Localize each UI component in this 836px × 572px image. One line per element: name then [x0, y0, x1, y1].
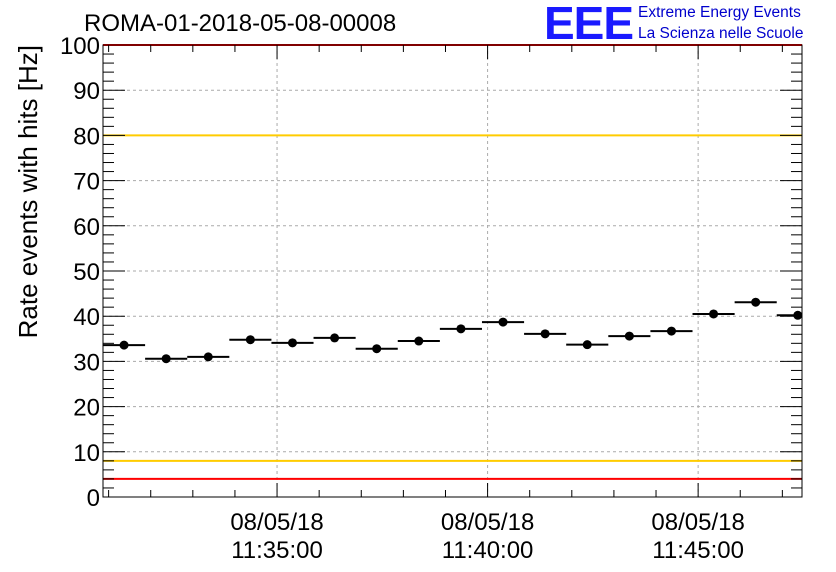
tick-labels: 010203040506070809010008/05/1811:35:0008…	[60, 33, 745, 564]
y-axis-label: Rate events with hits [Hz]	[13, 45, 43, 338]
data-point	[456, 324, 466, 334]
y-tick-label: 90	[73, 78, 100, 105]
data-point	[793, 310, 803, 320]
data-point	[287, 338, 297, 348]
data-point	[751, 297, 761, 307]
logo-line-2: La Scienza nelle Scuole	[638, 25, 804, 42]
data-point	[709, 309, 719, 319]
axis-ticks	[103, 44, 802, 498]
y-tick-label: 0	[87, 485, 100, 512]
x-tick-date-label: 08/05/18	[230, 509, 323, 536]
x-tick-time-label: 11:40:00	[442, 537, 534, 564]
reference-lines	[103, 44, 802, 480]
x-tick-time-label: 11:45:00	[652, 537, 744, 564]
data-point	[245, 335, 255, 345]
y-tick-label: 40	[73, 304, 100, 331]
data-series	[103, 297, 803, 364]
y-tick-label: 20	[73, 395, 100, 422]
data-point	[414, 336, 424, 346]
y-tick-label: 70	[73, 169, 100, 196]
data-point	[624, 331, 634, 341]
y-tick-label: 80	[73, 123, 100, 150]
eee-logo: EEE Extreme Energy Events La Scienza nel…	[544, 0, 834, 49]
x-tick-date-label: 08/05/18	[441, 509, 534, 536]
y-tick-label: 50	[73, 259, 100, 286]
grid	[103, 45, 802, 497]
data-point	[203, 352, 213, 362]
data-point	[372, 344, 382, 354]
data-point	[161, 354, 171, 364]
data-point	[330, 333, 340, 343]
data-point	[119, 340, 129, 350]
data-point	[498, 317, 508, 327]
data-point	[540, 329, 550, 339]
y-tick-label: 10	[73, 440, 100, 467]
eee-logo-mark: EEE	[544, 0, 634, 49]
data-point	[582, 340, 592, 350]
y-tick-label: 60	[73, 214, 100, 241]
chart-title: ROMA-01-2018-05-08-00008	[84, 10, 397, 37]
data-point	[666, 326, 676, 336]
logo-line-1: Extreme Energy Events	[638, 4, 801, 21]
x-tick-date-label: 08/05/18	[651, 509, 744, 536]
x-tick-time-label: 11:35:00	[231, 537, 323, 564]
y-tick-label: 30	[73, 349, 100, 376]
y-tick-label: 100	[60, 33, 100, 60]
